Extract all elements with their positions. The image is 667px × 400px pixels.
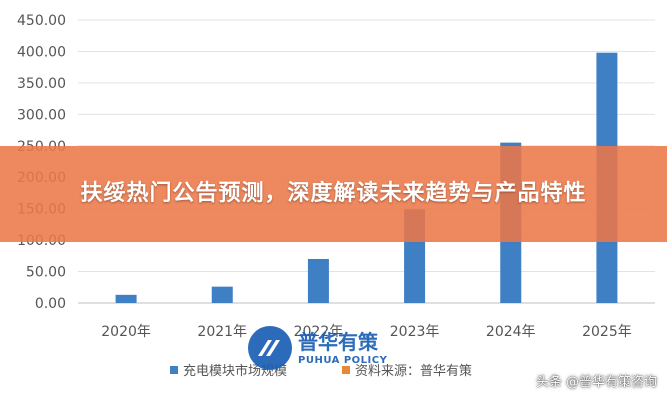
logo-name-en: PUHUA POLICY <box>298 354 388 366</box>
headline-banner: 扶绥热门公告预测，深度解读未来趋势与产品特性 <box>0 146 667 242</box>
legend-swatch <box>170 366 178 374</box>
x-category-label: 2023年 <box>390 324 440 340</box>
puhua-logo: 普华有策 PUHUA POLICY <box>248 320 418 376</box>
x-category-label: 2020年 <box>101 324 151 340</box>
puhua-logo-text: 普华有策 PUHUA POLICY <box>298 330 387 367</box>
y-tick-label: 0.00 <box>35 296 66 312</box>
x-category-label: 2022年 <box>294 324 344 340</box>
y-tick-label: 300.00 <box>17 107 66 123</box>
legend-label: 资料来源：普华有策 <box>355 363 472 379</box>
bar <box>115 294 137 303</box>
x-category-label: 2025年 <box>582 324 632 340</box>
bar <box>211 286 233 303</box>
y-tick-label: 50.00 <box>26 265 66 281</box>
headline-title: 扶绥热门公告预测，深度解读未来趋势与产品特性 <box>80 181 587 206</box>
watermark-text: 头条 @普华有策咨询 <box>535 375 657 390</box>
x-category-label: 2021年 <box>197 324 247 340</box>
y-tick-label: 450.00 <box>17 13 66 29</box>
y-tick-label: 350.00 <box>17 76 66 92</box>
puhua-logo-icon <box>248 326 292 370</box>
legend-swatch <box>342 366 350 374</box>
logo-name-cn: 普华有策 <box>298 329 378 354</box>
bar <box>307 258 329 303</box>
y-tick-label: 400.00 <box>17 44 66 60</box>
x-axis-category-labels: 2020年 2021年 2022年 2023年 2024年 2025年 <box>101 324 631 340</box>
x-category-label: 2024年 <box>486 324 536 340</box>
